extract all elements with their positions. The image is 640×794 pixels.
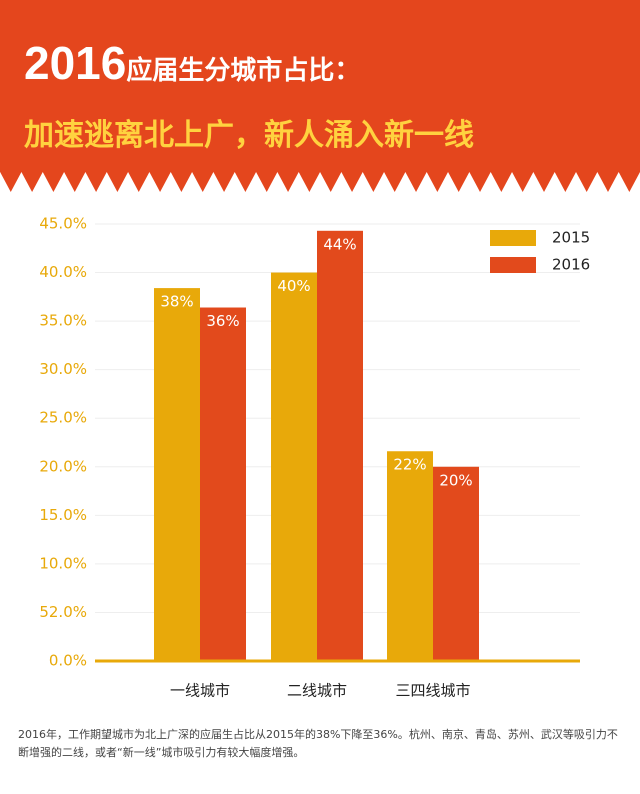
- value-label: 22%: [393, 456, 426, 474]
- value-label: 20%: [439, 471, 472, 489]
- bar: [433, 466, 479, 661]
- bar: [271, 272, 317, 661]
- subtitle: 加速逃离北上广，新人涌入新一线: [24, 118, 474, 153]
- y-tick-label: 10.0%: [39, 554, 87, 572]
- y-tick-label: 20.0%: [39, 457, 87, 475]
- legend-swatch: [490, 257, 536, 273]
- value-label: 38%: [160, 293, 193, 311]
- y-tick-label: 15.0%: [39, 506, 87, 524]
- legend-swatch: [490, 230, 536, 246]
- bar: [154, 288, 200, 661]
- y-tick-label: 0.0%: [49, 652, 87, 670]
- x-tick-label: 三四线城市: [395, 682, 470, 700]
- bar: [317, 230, 363, 661]
- y-tick-label: 52.0%: [39, 603, 87, 621]
- header-background: [0, 0, 640, 192]
- title: 2016应届生分城市占比：: [24, 36, 360, 90]
- footnote: 2016年，工作期望城市为北上广深的应届生占比从2015年的38%下降至36%。…: [18, 728, 618, 759]
- x-tick-label: 二线城市: [287, 682, 347, 700]
- legend-label: 2015: [552, 229, 590, 247]
- legend-label: 2016: [552, 256, 590, 274]
- y-tick-label: 25.0%: [39, 409, 87, 427]
- header-shape: [0, 0, 640, 192]
- bar: [387, 451, 433, 661]
- title-year: 2016: [24, 37, 127, 89]
- y-tick-label: 35.0%: [39, 312, 87, 330]
- x-tick-label: 一线城市: [170, 682, 230, 700]
- value-label: 40%: [277, 277, 310, 295]
- y-tick-label: 40.0%: [39, 263, 87, 281]
- y-tick-label: 30.0%: [39, 360, 87, 378]
- y-tick-label: 45.0%: [39, 215, 87, 233]
- value-label: 44%: [323, 235, 356, 253]
- title-text: 应届生分城市占比：: [126, 56, 361, 86]
- bar: [200, 307, 246, 661]
- value-label: 36%: [206, 312, 239, 330]
